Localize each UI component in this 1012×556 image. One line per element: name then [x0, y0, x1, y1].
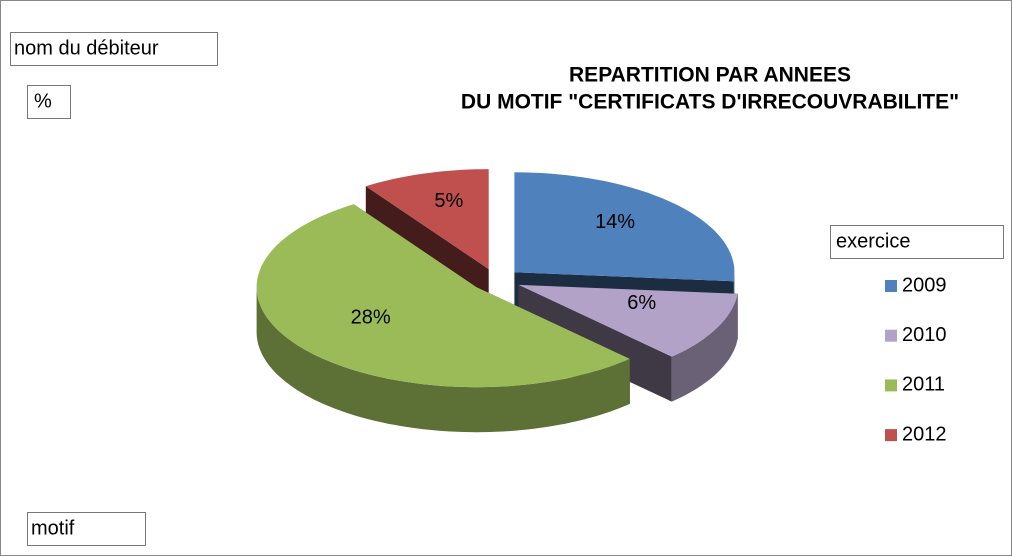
data-label: 6%	[627, 292, 656, 314]
legend-label: 2009	[902, 274, 947, 296]
legend-label: 2011	[902, 374, 945, 396]
slice-side	[256, 287, 630, 433]
filter-button-label: nom du débiteur	[14, 37, 159, 59]
legend-label: 2010	[902, 324, 947, 346]
slice	[256, 204, 630, 433]
axis-button-label: motif	[31, 517, 75, 539]
legend-swatch	[885, 329, 897, 342]
slice	[256, 204, 630, 388]
slice-side	[671, 293, 738, 402]
data-label: 14%	[595, 211, 635, 233]
data-label: 5%	[434, 190, 463, 212]
legend-swatch	[885, 379, 897, 392]
values-button-label: %	[34, 90, 52, 112]
slice	[518, 284, 738, 357]
legend-swatch	[885, 429, 897, 442]
slice	[365, 169, 489, 270]
filter-button[interactable]: nom du débiteur	[10, 32, 218, 66]
legend-button[interactable]: exercice	[830, 225, 1004, 259]
chart-title: DU MOTIF "CERTIFICATS D'IRRECOUVRABILITE…	[461, 91, 959, 114]
legend-title: exercice	[836, 230, 910, 252]
slice	[514, 172, 735, 282]
values-button[interactable]: %	[27, 85, 71, 119]
legend-swatch	[885, 280, 897, 292]
legend-label: 2012	[902, 423, 947, 445]
axis-button[interactable]: motif	[27, 512, 146, 546]
data-label: 28%	[351, 307, 391, 329]
chart-title: REPARTITION PAR ANNEES	[569, 64, 851, 87]
